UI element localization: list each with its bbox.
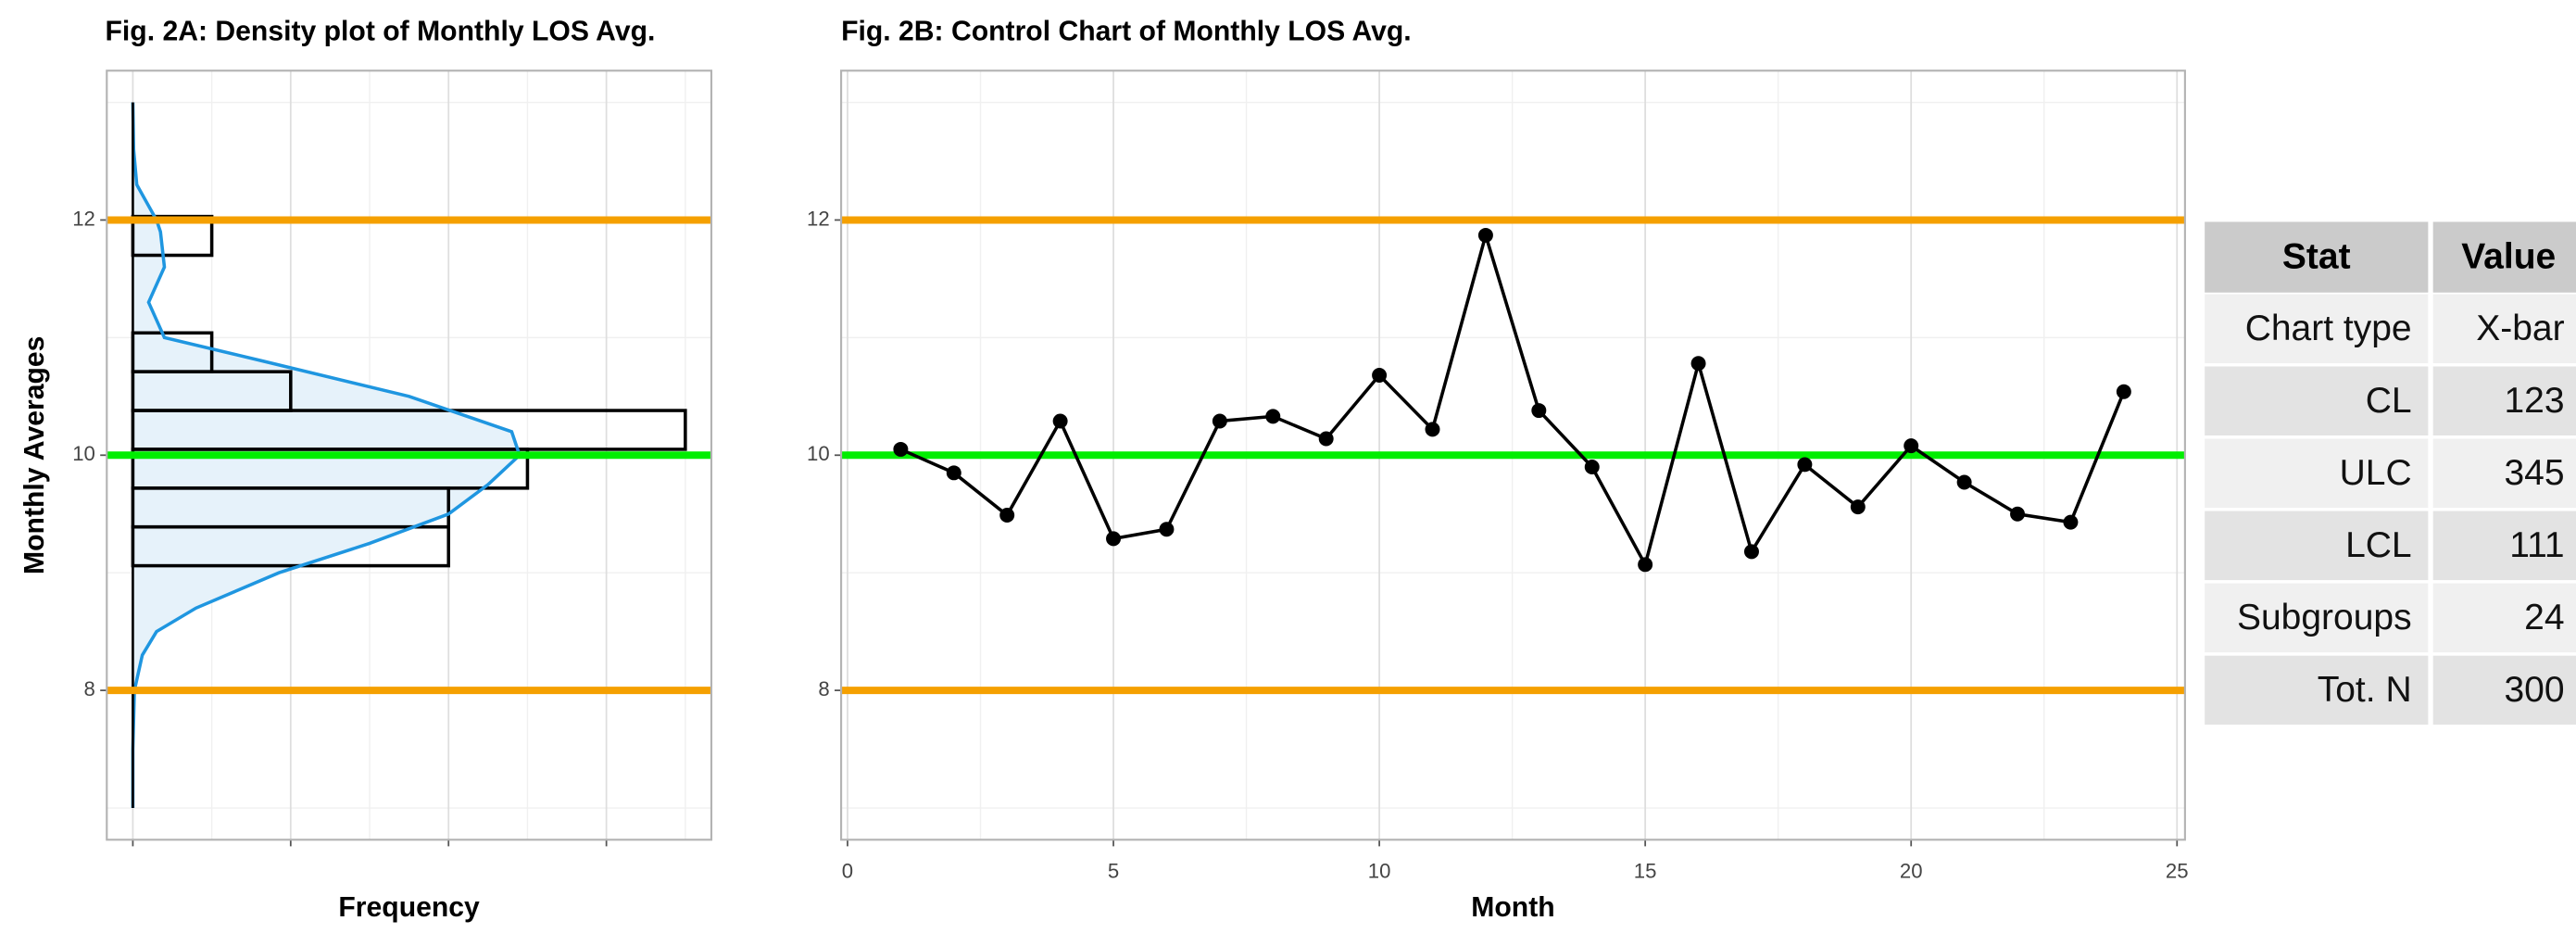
- point: [1584, 459, 1600, 474]
- table-cell: [2432, 366, 2576, 436]
- series-line: [899, 229, 2126, 570]
- y-axis-title: Monthly Averages: [19, 336, 50, 574]
- y-tick-label: 10: [72, 442, 95, 465]
- table-header-cell: [2432, 221, 2576, 293]
- table-cell: [2205, 583, 2429, 653]
- point: [1425, 422, 1440, 437]
- point: [999, 508, 1015, 523]
- table-cell-text: LCL: [2345, 525, 2412, 565]
- x-tick-label: 25: [2166, 860, 2189, 883]
- plot-border: [840, 69, 2186, 841]
- point: [2010, 506, 2026, 522]
- table-cell: [2432, 294, 2576, 363]
- table-header: Value: [2461, 237, 2556, 277]
- point: [893, 441, 909, 457]
- table-cell-text: 345: [2504, 453, 2564, 493]
- table-cell-text: 24: [2524, 598, 2564, 637]
- point: [1743, 544, 1759, 560]
- table-cell-text: 300: [2504, 670, 2564, 710]
- table-cell-text: Tot. N: [2318, 670, 2412, 710]
- point: [1106, 531, 1122, 547]
- table-cell-text: X-bar: [2476, 309, 2564, 348]
- table-cell: [2205, 655, 2429, 725]
- x-tick-label: 10: [1368, 860, 1391, 883]
- point: [1638, 557, 1653, 573]
- table-cell-text: Subgroups: [2237, 598, 2412, 637]
- table-cell: [2205, 511, 2429, 581]
- point: [1372, 367, 1388, 383]
- plot-border: [106, 69, 713, 841]
- x-axis-title: Frequency: [338, 892, 480, 923]
- point: [1797, 457, 1813, 473]
- table-cell-text: 123: [2504, 381, 2564, 421]
- point: [1477, 227, 1493, 243]
- point: [1212, 413, 1227, 429]
- y-tick-label: 12: [807, 207, 830, 230]
- x-axis-title: Month: [1471, 892, 1554, 923]
- point: [1850, 499, 1866, 515]
- table-cell: [2432, 655, 2576, 725]
- y-tick-label: 12: [72, 207, 95, 230]
- point: [1318, 431, 1334, 447]
- x-tick-label: 20: [1900, 860, 1923, 883]
- point: [2063, 514, 2079, 530]
- table-cell-text: Chart type: [2245, 309, 2412, 348]
- point: [1956, 474, 1972, 490]
- x-tick-label: 5: [1108, 860, 1119, 883]
- table-cell: [2205, 366, 2429, 436]
- table-cell: [2432, 511, 2576, 581]
- x-tick-label: 15: [1634, 860, 1657, 883]
- x-tick-label: 0: [842, 860, 853, 883]
- point: [2116, 384, 2131, 399]
- table-header-cell: [2205, 221, 2429, 293]
- point: [1052, 413, 1068, 429]
- point: [1904, 438, 1919, 454]
- y-tick-label: 10: [807, 442, 830, 465]
- table-cell: [2432, 583, 2576, 653]
- table-cell: [2205, 438, 2429, 509]
- point: [1159, 522, 1175, 537]
- table-cell: [2432, 438, 2576, 509]
- density-line: [131, 102, 521, 809]
- y-tick-label: 8: [84, 677, 95, 700]
- point: [1690, 356, 1706, 372]
- table-cell-text: ULC: [2340, 453, 2412, 493]
- chart-title: Fig. 2A: Density plot of Monthly LOS Avg…: [106, 16, 656, 46]
- point: [1531, 403, 1547, 419]
- table-header: Stat: [2282, 237, 2351, 277]
- chart-title: Fig. 2B: Control Chart of Monthly LOS Av…: [841, 16, 1412, 46]
- table-cell-text: CL: [2366, 381, 2412, 421]
- table-cell-text: 111: [2509, 525, 2564, 565]
- point: [1265, 409, 1281, 424]
- point: [946, 465, 961, 481]
- table-cell: [2205, 294, 2429, 363]
- y-tick-label: 8: [818, 677, 829, 700]
